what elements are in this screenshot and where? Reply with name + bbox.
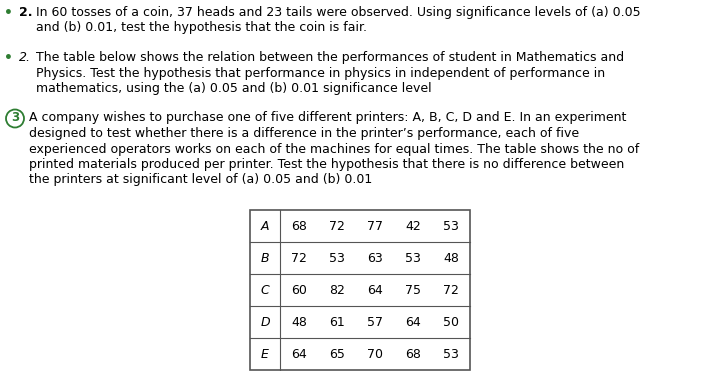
Text: 48: 48 bbox=[291, 315, 307, 328]
Text: 82: 82 bbox=[329, 283, 345, 296]
Text: A: A bbox=[261, 220, 269, 233]
Text: 3: 3 bbox=[11, 111, 19, 124]
Text: 72: 72 bbox=[443, 283, 459, 296]
Text: and (b) 0.01, test the hypothesis that the coin is fair.: and (b) 0.01, test the hypothesis that t… bbox=[36, 22, 367, 35]
Text: 48: 48 bbox=[443, 252, 459, 265]
Text: 68: 68 bbox=[405, 348, 421, 361]
Text: 63: 63 bbox=[367, 252, 383, 265]
Text: 60: 60 bbox=[291, 283, 307, 296]
Text: designed to test whether there is a difference in the printer’s performance, eac: designed to test whether there is a diff… bbox=[29, 127, 579, 140]
Text: 70: 70 bbox=[367, 348, 383, 361]
Text: 53: 53 bbox=[443, 348, 459, 361]
Text: In 60 tosses of a coin, 37 heads and 23 tails were observed. Using significance : In 60 tosses of a coin, 37 heads and 23 … bbox=[36, 6, 641, 19]
Text: mathematics, using the (a) 0.05 and (b) 0.01 significance level: mathematics, using the (a) 0.05 and (b) … bbox=[36, 82, 432, 95]
Text: 2.: 2. bbox=[19, 51, 31, 64]
Text: 53: 53 bbox=[329, 252, 345, 265]
Text: B: B bbox=[261, 252, 269, 265]
Text: 64: 64 bbox=[405, 315, 421, 328]
Text: 53: 53 bbox=[405, 252, 421, 265]
Text: experienced operators works on each of the machines for equal times. The table s: experienced operators works on each of t… bbox=[29, 142, 639, 155]
Text: 61: 61 bbox=[329, 315, 345, 328]
Text: 53: 53 bbox=[443, 220, 459, 233]
Text: 72: 72 bbox=[329, 220, 345, 233]
Text: E: E bbox=[261, 348, 269, 361]
Text: C: C bbox=[261, 283, 269, 296]
Text: printed materials produced per printer. Test the hypothesis that there is no dif: printed materials produced per printer. … bbox=[29, 158, 624, 171]
Bar bbox=[250, 210, 470, 370]
Text: 75: 75 bbox=[405, 283, 421, 296]
Text: 72: 72 bbox=[291, 252, 307, 265]
Circle shape bbox=[6, 109, 24, 128]
Text: The table below shows the relation between the performances of student in Mathem: The table below shows the relation betwe… bbox=[36, 51, 624, 64]
Text: 64: 64 bbox=[291, 348, 307, 361]
Text: 65: 65 bbox=[329, 348, 345, 361]
Text: •: • bbox=[4, 51, 13, 65]
Text: A company wishes to purchase one of five different printers: A, B, C, D and E. I: A company wishes to purchase one of five… bbox=[29, 112, 626, 125]
Text: 2.: 2. bbox=[19, 6, 33, 19]
Text: D: D bbox=[260, 315, 270, 328]
Text: •: • bbox=[4, 6, 13, 20]
Text: 77: 77 bbox=[367, 220, 383, 233]
Text: Physics. Test the hypothesis that performance in physics in independent of perfo: Physics. Test the hypothesis that perfor… bbox=[36, 66, 605, 79]
Text: 42: 42 bbox=[405, 220, 421, 233]
Text: 50: 50 bbox=[443, 315, 459, 328]
Text: 57: 57 bbox=[367, 315, 383, 328]
Text: 64: 64 bbox=[367, 283, 383, 296]
Text: 68: 68 bbox=[291, 220, 307, 233]
Text: the printers at significant level of (a) 0.05 and (b) 0.01: the printers at significant level of (a)… bbox=[29, 174, 372, 187]
